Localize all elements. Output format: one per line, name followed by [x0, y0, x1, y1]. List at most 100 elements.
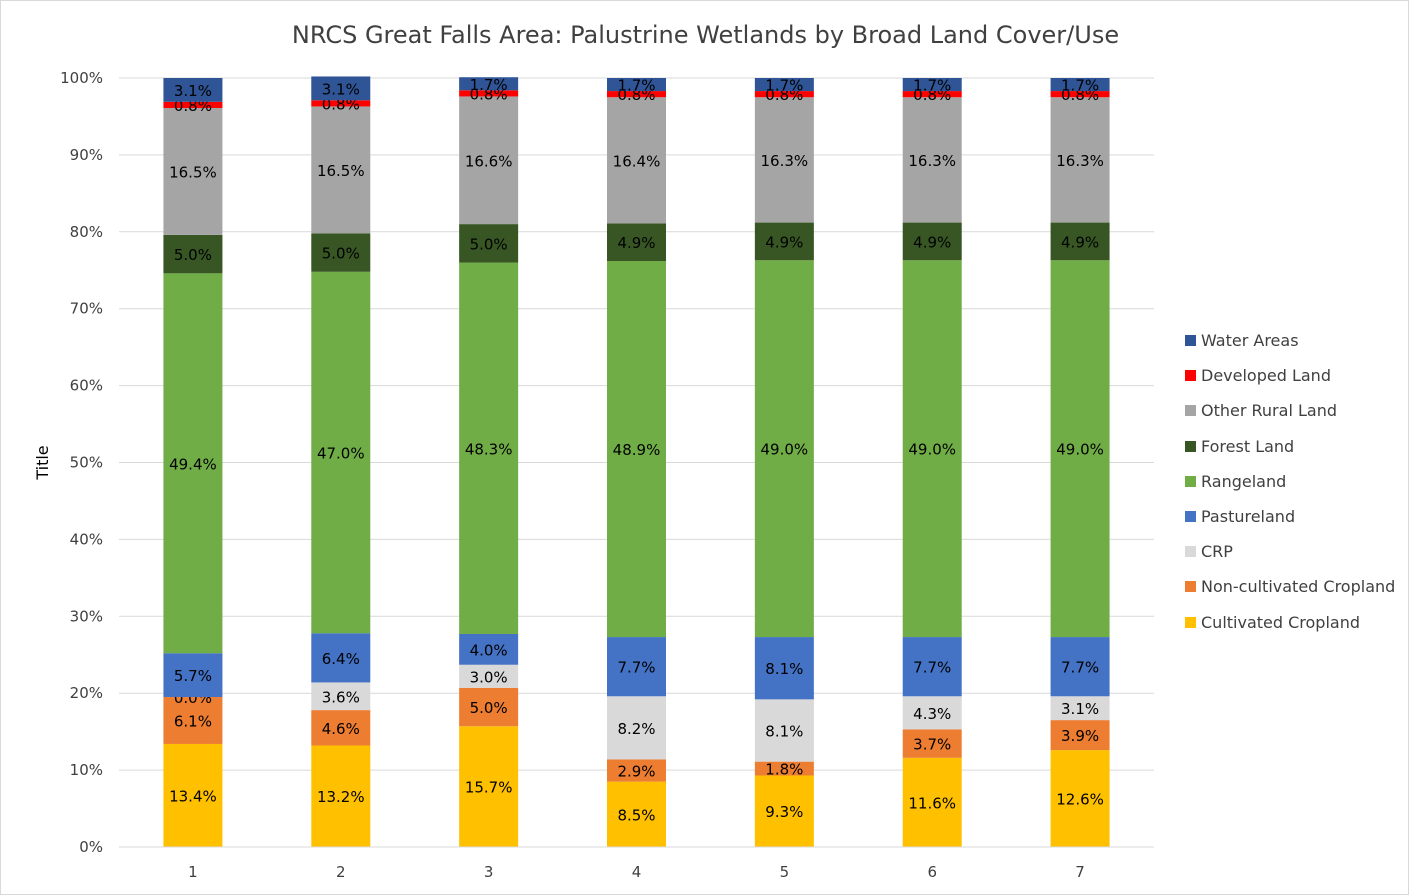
bar-segment-other-rural-land	[902, 97, 962, 223]
y-axis-title: Title	[33, 445, 52, 480]
bar-segment-developed-land	[311, 100, 371, 107]
bar-segment-crp	[754, 699, 814, 762]
legend-swatch	[1185, 405, 1196, 417]
bar-segment-crp	[1050, 696, 1110, 721]
bar-segment-rangeland	[754, 260, 814, 638]
bar-segment-water-areas	[607, 78, 666, 92]
legend-item: Developed Land	[1185, 358, 1395, 393]
data-label: 8.2%	[617, 720, 655, 738]
legend-item: Pastureland	[1185, 499, 1395, 534]
data-label: 13.4%	[169, 787, 217, 805]
y-tick-label: 20%	[70, 684, 103, 702]
legend-swatch	[1185, 511, 1196, 523]
bar-segment-non-cultivated-cropland	[902, 729, 962, 758]
bar-segment-pastureland	[163, 653, 223, 698]
data-label: 5.7%	[174, 667, 212, 685]
bar-segment-water-areas	[163, 78, 223, 102]
bar-segment-non-cultivated-cropland	[311, 710, 371, 746]
legend-item: Rangeland	[1185, 464, 1395, 499]
y-tick-label: 30%	[70, 607, 103, 625]
legend-item: Other Rural Land	[1185, 393, 1395, 428]
data-label: 1.7%	[470, 76, 508, 94]
bar-segment-other-rural-land	[459, 96, 519, 225]
bar-segment-crp	[607, 696, 666, 760]
y-tick-label: 90%	[70, 146, 103, 164]
data-label: 5.0%	[470, 235, 508, 253]
x-tick-label: 7	[1075, 863, 1085, 881]
data-label: 8.5%	[617, 806, 655, 824]
bar-segment-non-cultivated-cropland	[163, 697, 223, 744]
data-label: 4.6%	[322, 720, 360, 738]
y-tick-label: 10%	[70, 761, 103, 779]
y-tick-label: 0%	[79, 838, 103, 856]
bar-segment-forest-land	[1050, 222, 1110, 261]
legend-item: CRP	[1185, 534, 1395, 569]
bar-segment-water-areas	[902, 78, 962, 92]
bar-segment-pastureland	[902, 637, 962, 697]
legend-label: Cultivated Cropland	[1201, 612, 1360, 632]
bar-segment-pastureland	[607, 637, 666, 697]
bar-segment-forest-land	[754, 222, 814, 261]
bar-segment-water-areas	[459, 77, 519, 91]
bar-segment-other-rural-land	[163, 107, 223, 235]
data-label: 6.1%	[174, 712, 212, 730]
bar-segment-non-cultivated-cropland	[1050, 720, 1110, 751]
legend-item: Forest Land	[1185, 429, 1395, 464]
data-label: 5.0%	[470, 699, 508, 717]
legend-swatch	[1185, 546, 1196, 558]
x-tick-label: 6	[927, 863, 937, 881]
legend-item: Cultivated Cropland	[1185, 605, 1395, 640]
bar-segment-crp	[902, 696, 962, 730]
bar-segment-developed-land	[1050, 91, 1110, 98]
y-tick-label: 100%	[60, 69, 103, 87]
data-label: 16.5%	[317, 162, 365, 180]
bar-segment-water-areas	[1050, 78, 1110, 92]
bar-segment-forest-land	[163, 234, 223, 274]
bar-segment-pastureland	[459, 633, 519, 665]
legend-label: Water Areas	[1201, 331, 1299, 351]
bar-segment-pastureland	[311, 633, 371, 683]
data-label: 15.7%	[465, 779, 513, 797]
data-label: 48.3%	[465, 440, 513, 458]
x-tick-label: 5	[780, 863, 790, 881]
legend-item: Water Areas	[1185, 323, 1395, 358]
legend-swatch	[1185, 475, 1196, 487]
data-label: 3.1%	[322, 80, 360, 98]
legend-swatch	[1185, 581, 1196, 593]
bar-segment-cultivated-cropland	[902, 757, 962, 847]
data-label: 9.3%	[765, 803, 803, 821]
legend-label: CRP	[1201, 542, 1233, 562]
data-label: 1.7%	[765, 77, 803, 95]
data-label: 4.0%	[470, 641, 508, 659]
chart-title: NRCS Great Falls Area: Palustrine Wetlan…	[291, 21, 1120, 49]
y-tick-label: 60%	[70, 377, 103, 395]
bar-segment-cultivated-cropland	[459, 726, 519, 847]
bar-segment-rangeland	[1050, 260, 1110, 638]
data-label: 16.3%	[761, 152, 809, 170]
data-label: 1.7%	[1061, 77, 1099, 95]
data-label: 49.0%	[761, 441, 809, 459]
x-tick-label: 4	[632, 863, 642, 881]
data-label: 2.9%	[617, 762, 655, 780]
data-label: 7.7%	[617, 659, 655, 677]
data-label: 3.1%	[174, 82, 212, 100]
bar-segment-rangeland	[311, 271, 371, 634]
legend-label: Other Rural Land	[1201, 401, 1337, 421]
data-label: 49.0%	[908, 441, 956, 459]
bar-segment-rangeland	[459, 262, 519, 634]
bar-segment-developed-land	[459, 90, 519, 97]
data-label: 8.1%	[765, 660, 803, 678]
data-label: 3.0%	[470, 668, 508, 686]
data-label: 16.3%	[908, 152, 956, 170]
legend-swatch	[1185, 370, 1196, 382]
data-label: 3.9%	[1061, 727, 1099, 745]
bar-segment-other-rural-land	[607, 97, 666, 224]
bar-segment-forest-land	[311, 233, 371, 272]
x-tick-label: 1	[188, 863, 198, 881]
data-label: 12.6%	[1056, 791, 1104, 809]
data-label: 8.1%	[765, 722, 803, 740]
legend-label: Forest Land	[1201, 436, 1295, 456]
legend-label: Rangeland	[1201, 471, 1287, 491]
